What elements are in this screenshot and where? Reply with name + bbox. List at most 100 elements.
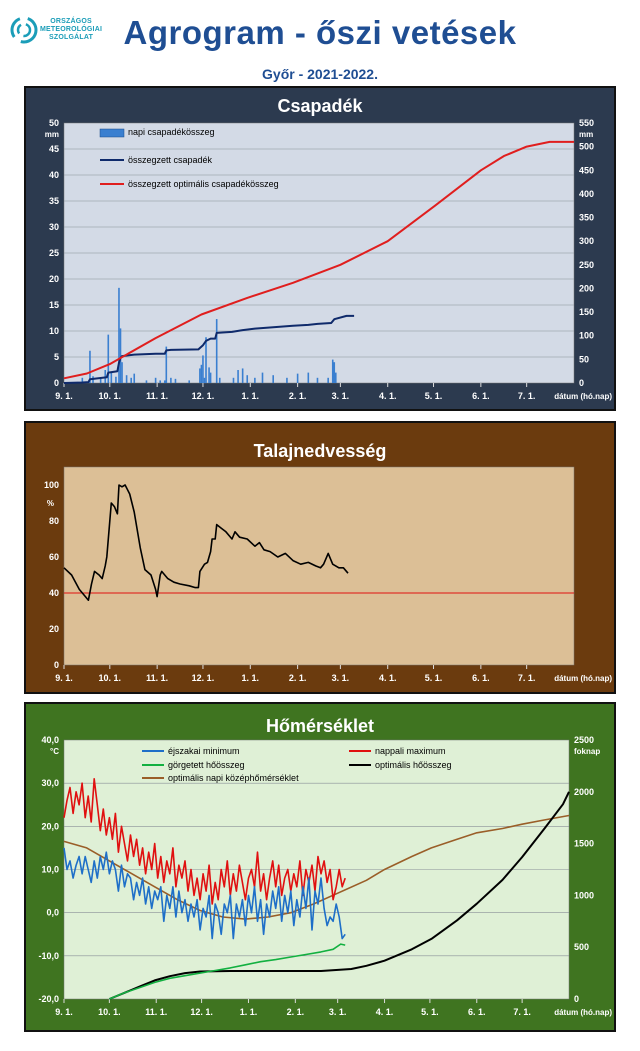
y2-tick-label: 400 (579, 189, 594, 199)
x-tick-label: 9. 1. (55, 391, 73, 401)
y2-tick-label: 1000 (574, 890, 594, 900)
y-axis-unit: mm (45, 130, 59, 139)
y-tick-label: 60 (49, 552, 59, 562)
legend-swatch (99, 128, 125, 138)
precip-bar (232, 377, 235, 383)
x-tick-label: 2. 1. (289, 391, 307, 401)
soil-moisture-chart: Talajnedvesség 9. 1. 10. 1. 11. 1. 12. 1. 1. … (24, 421, 616, 694)
legend-label: összegzett optimális csapadékösszeg (128, 179, 279, 189)
precipitation-chart: Csapadék 9. 1. 10. 1. 11. 1. 12. 1. 1. 1. 2. 1… (24, 86, 616, 411)
precipitation-panel: Csapadék 9. 1. 10. 1. 11. 1. 12. 1. 1. 1. 2. 1… (24, 86, 616, 411)
y-tick-label: -10,0 (38, 951, 59, 961)
temperature-chart: Hőmérséklet 9. 1. 10. 1. 11. 1. 12. 1. 1. 1. 2… (24, 702, 616, 1032)
page-title: Agrogram - őszi vetések (123, 14, 517, 51)
precip-bar (163, 380, 166, 383)
y-tick-label: 15 (49, 300, 59, 310)
legend-label: optimális napi középhőmérséklet (168, 773, 299, 783)
y2-tick-label: 550 (579, 118, 594, 128)
y-tick-label: 0 (54, 378, 59, 388)
x-tick-label: 6. 1. (468, 1007, 486, 1017)
chart-title: Csapadék (277, 96, 363, 116)
precip-bar (203, 377, 206, 383)
y-tick-label: 0 (54, 660, 59, 670)
precip-bar (200, 364, 203, 383)
precip-bar (188, 380, 191, 383)
precip-bar (133, 373, 136, 383)
y2-tick-label: 100 (579, 331, 594, 341)
legend-label: összegzett csapadék (128, 155, 213, 165)
precip-bar (237, 370, 239, 383)
precip-bar (110, 372, 113, 383)
x-tick-label: 12. 1. (190, 1007, 213, 1017)
omsz-logo: ORSZÁGOS METEOROLÓGIAI SZOLGÁLAT (10, 14, 120, 54)
logo-line-2: METEOROLÓGIAI (40, 26, 103, 33)
x-tick-label: 11. 1. (145, 1007, 167, 1017)
x-tick-label: 6. 1. (472, 673, 490, 683)
logo-line-1: ORSZÁGOS (50, 18, 92, 25)
x-tick-label: 1. 1. (240, 1007, 258, 1017)
y2-tick-label: 50 (579, 354, 589, 364)
x-axis-label: dátum (hó.nap) (554, 1008, 612, 1017)
x-tick-label: 10. 1. (99, 673, 122, 683)
temperature-series-line (109, 791, 570, 1000)
y2-tick-label: 300 (579, 236, 594, 246)
y-tick-label: 40,0 (41, 735, 59, 745)
y-tick-label: 50 (49, 118, 59, 128)
precip-bar (333, 362, 336, 383)
y-tick-label: 5 (54, 352, 59, 362)
precip-bar (327, 377, 329, 383)
precip-bar (165, 346, 168, 383)
x-tick-label: 4. 1. (379, 391, 397, 401)
y2-tick-label: 250 (579, 260, 594, 270)
x-tick-label: 10. 1. (98, 1007, 121, 1017)
legend-label: éjszakai minimum (168, 746, 240, 756)
x-tick-label: 9. 1. (55, 1007, 73, 1017)
y2-tick-label: 0 (574, 994, 579, 1004)
x-tick-label: 7. 1. (518, 673, 536, 683)
y2-tick-label: 150 (579, 307, 594, 317)
precip-bar (307, 372, 310, 383)
y-axis-unit: °C (50, 747, 59, 756)
x-axis-label: dátum (hó.nap) (554, 674, 612, 683)
x-tick-label: 2. 1. (287, 1007, 305, 1017)
x-tick-label: 11. 1. (146, 391, 168, 401)
y2-tick-label: 450 (579, 165, 594, 175)
legend-label: napi csapadékösszeg (128, 127, 215, 137)
precip-bar (331, 359, 334, 383)
y-tick-label: 10 (49, 326, 59, 336)
cumulative-precip-line (63, 314, 355, 384)
y2-tick-label: 500 (574, 942, 589, 952)
precip-bar (296, 373, 299, 383)
precip-bar (218, 377, 221, 383)
precip-bar (202, 355, 204, 383)
legend-label: görgetett hőösszeg (168, 760, 245, 770)
soil-moisture-line (63, 484, 349, 601)
plot-area (63, 466, 575, 666)
x-tick-label: 10. 1. (99, 391, 122, 401)
x-tick-label: 11. 1. (146, 673, 168, 683)
precip-bar (241, 368, 244, 383)
precip-bar (246, 375, 249, 383)
legend-label: optimális hőösszeg (375, 760, 452, 770)
y-tick-label: 20 (49, 274, 59, 284)
precip-bar (118, 287, 120, 383)
legend-label: nappali maximum (375, 746, 446, 756)
y2-tick-label: 350 (579, 213, 594, 223)
x-tick-label: 7. 1. (518, 391, 536, 401)
x-tick-label: 9. 1. (55, 673, 73, 683)
precip-bar (159, 380, 161, 383)
y-tick-label: 20 (49, 624, 59, 634)
precip-bar (130, 377, 132, 383)
precip-bar (107, 334, 110, 383)
precip-bar (316, 377, 319, 383)
precip-bar (208, 367, 210, 383)
logo-line-3: SZOLGÁLAT (49, 34, 94, 41)
y2-tick-label: 500 (579, 142, 594, 152)
precip-bar (125, 375, 128, 383)
y2-axis-unit: foknap (574, 747, 600, 756)
precip-bar (199, 368, 201, 383)
x-tick-label: 3. 1. (332, 391, 350, 401)
y-tick-label: 30 (49, 222, 59, 232)
precip-bar (115, 376, 117, 383)
precip-bar (121, 362, 123, 383)
